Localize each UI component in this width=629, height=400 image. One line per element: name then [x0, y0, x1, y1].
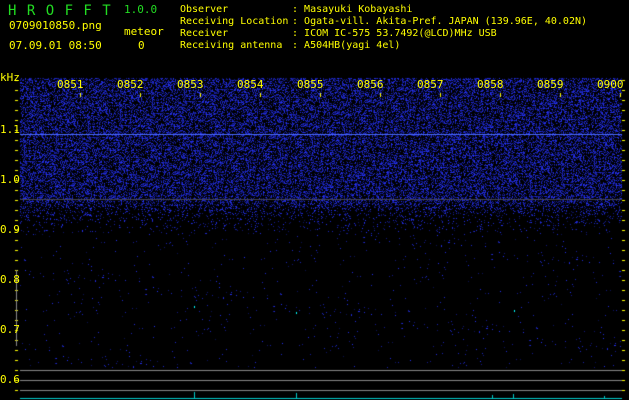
- time-tick-label: 0859: [537, 78, 564, 91]
- file-name: 0709010850.png: [9, 19, 102, 32]
- info-label: Receiving antenna: [180, 40, 283, 51]
- observer-value: Masayuki Kobayashi: [304, 4, 413, 15]
- time-tick-label: 0851: [57, 78, 84, 91]
- y-tick-label: 0.6: [0, 373, 20, 386]
- info-label: Receiver: [180, 28, 229, 39]
- info-value: : A504HB(yagi 4el): [292, 40, 401, 51]
- file-datetime: 07.09.01 08:50: [9, 39, 102, 52]
- app-logo: H R O F F T: [8, 3, 112, 19]
- info-value: : ICOM IC-575 53.7492(@LCD)MHz USB: [292, 28, 497, 39]
- time-tick-label: 0853: [177, 78, 204, 91]
- time-tick-label: 0858: [477, 78, 504, 91]
- time-tick-label: 0857: [417, 78, 444, 91]
- antenna-value: A504HB(yagi 4el): [304, 40, 401, 51]
- receiver-value: ICOM IC-575 53.7492(@LCD)MHz USB: [304, 28, 497, 39]
- time-tick-label: 0852: [117, 78, 144, 91]
- location-value: Ogata-vill. Akita-Pref. JAPAN (139.96E, …: [304, 16, 588, 27]
- info-value: : Ogata-vill. Akita-Pref. JAPAN (139.96E…: [292, 16, 588, 27]
- info-row: Receiving antenna : A504HB(yagi 4el): [180, 40, 587, 52]
- y-tick-label: 1.0: [0, 173, 20, 186]
- time-tick-label: 0855: [297, 78, 324, 91]
- info-row: Receiving Location : Ogata-vill. Akita-P…: [180, 16, 587, 28]
- time-tick-label: 0856: [357, 78, 384, 91]
- time-tick-label: 0900: [597, 78, 624, 91]
- info-label: Observer: [180, 4, 229, 15]
- app-version: 1.0.0: [124, 3, 158, 16]
- info-label: Receiving Location: [180, 16, 289, 27]
- info-value: : Masayuki Kobayashi: [292, 4, 413, 15]
- info-row: Observer : Masayuki Kobayashi: [180, 4, 587, 16]
- station-info: Observer : Masayuki Kobayashi Receiving …: [180, 4, 587, 52]
- y-axis-unit: kHz: [0, 71, 20, 84]
- meteor-label: meteor: [124, 25, 164, 38]
- y-tick-label: 0.8: [0, 273, 20, 286]
- y-tick-label: 0.7: [0, 323, 20, 336]
- info-row: Receiver : ICOM IC-575 53.7492(@LCD)MHz …: [180, 28, 587, 40]
- meteor-count: 0: [138, 39, 145, 52]
- y-tick-label: 1.1: [0, 123, 20, 136]
- y-tick-label: 0.9: [0, 223, 20, 236]
- time-tick-label: 0854: [237, 78, 264, 91]
